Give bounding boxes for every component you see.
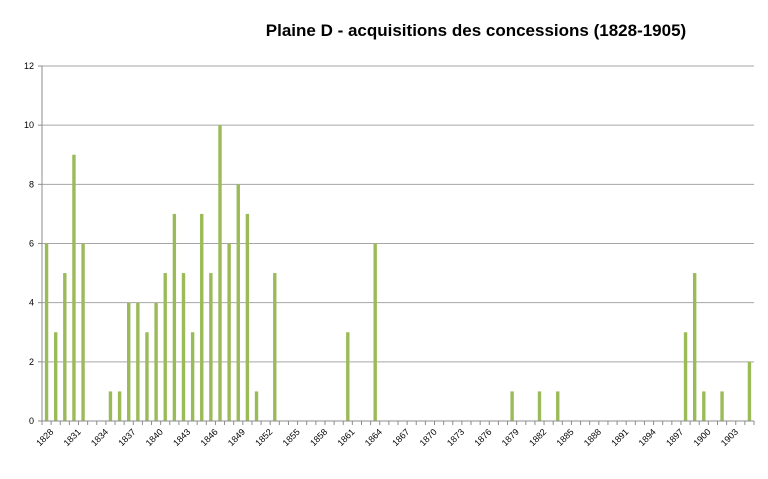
bar-1829 [53,332,58,421]
xtick-label-1888: 1888 [582,427,603,448]
bar-1849 [236,184,240,421]
xtick-label-1894: 1894 [637,427,658,448]
bar-1900 [702,391,706,421]
bar-1864 [373,243,377,421]
xtick-label-1831: 1831 [62,427,83,448]
xtick-label-1900: 1900 [691,427,712,448]
xtick-label-1861: 1861 [335,427,356,448]
xtick-label-1852: 1852 [253,427,274,448]
bar-1902 [720,391,724,421]
bar-1839 [145,332,149,421]
chart-title: Plaine D - acquisitions des concessions … [266,21,686,40]
bar-1851 [254,391,259,421]
xtick-label-1840: 1840 [144,427,165,448]
xtick-label-1849: 1849 [226,427,247,448]
xtick-label-1846: 1846 [199,427,220,448]
xtick-label-1873: 1873 [445,427,466,448]
bar-1850 [245,213,250,421]
xtick-label-1897: 1897 [664,427,685,448]
bar-1830 [63,273,67,421]
bar-1835 [108,391,113,421]
bar-1905 [747,361,752,421]
gridlines [42,65,754,363]
x-axis-ticks: 1828 1831 1834 1837 1840 1843 1846 1849 1852 1855… [34,421,755,448]
bar-1841 [163,273,167,421]
ytick-label-8: 8 [29,179,34,189]
bar-1884 [556,391,560,421]
xtick-label-1879: 1879 [500,427,521,448]
bar-1828 [44,243,49,421]
xtick-label-1876: 1876 [472,427,493,448]
bar-1844 [190,332,195,421]
xtick-label-1843: 1843 [171,427,192,448]
xtick-label-1891: 1891 [609,427,630,448]
bar-1832 [81,243,85,421]
bar-1861 [346,332,350,421]
bar-1831 [72,154,76,421]
xtick-label-1858: 1858 [308,427,329,448]
xtick-label-1885: 1885 [555,427,576,448]
bar-1840 [154,302,158,421]
bar-1899 [692,273,697,421]
xtick-label-1855: 1855 [281,427,302,448]
ytick-label-10: 10 [24,120,34,130]
ytick-label-4: 4 [29,298,34,308]
bar-1879 [510,391,514,421]
ytick-label-2: 2 [29,357,34,367]
xtick-label-1828: 1828 [34,427,55,448]
bar-1845 [200,213,204,421]
ytick-label-12: 12 [24,61,34,71]
ytick-label-0: 0 [29,416,34,426]
bar-1898 [683,332,688,421]
xtick-label-1903: 1903 [719,427,740,448]
xtick-label-1864: 1864 [363,427,384,448]
bar-1837 [127,302,131,421]
xtick-label-1834: 1834 [89,427,110,448]
bar-1836 [117,391,122,421]
bar-1853 [273,273,277,421]
ytick-label-6: 6 [29,239,34,249]
bar-1847 [218,125,222,422]
xtick-label-1882: 1882 [527,427,548,448]
xtick-label-1837: 1837 [116,427,137,448]
bar-1838 [136,302,140,421]
bar-1842 [172,213,177,421]
xtick-label-1870: 1870 [418,427,439,448]
xtick-label-1867: 1867 [390,427,411,448]
bar-1843 [181,273,186,421]
bar-1846 [209,273,213,421]
bars [44,125,752,422]
bar-1848 [227,243,231,421]
y-axis-ticks: 0 2 4 6 8 10 12 [24,61,43,426]
bar-1882 [537,391,542,421]
